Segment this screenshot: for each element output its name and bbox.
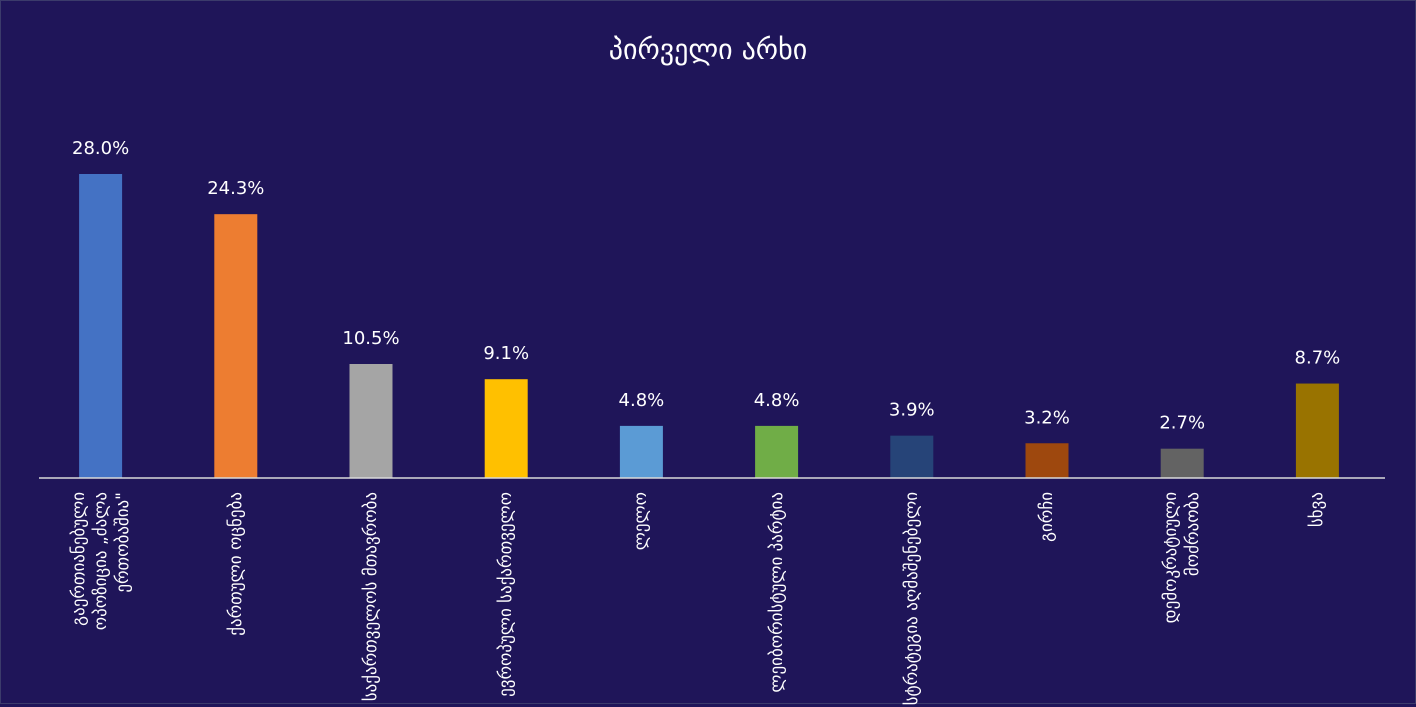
- bar: [890, 435, 934, 478]
- bar: [619, 425, 663, 478]
- bar: [214, 214, 258, 478]
- x-tick-label: ქართული ოცნება: [225, 492, 246, 636]
- data-label: 4.8%: [754, 390, 800, 411]
- bar: [349, 364, 393, 478]
- bar: [79, 174, 123, 478]
- chart-title: პირველი არხი: [609, 33, 807, 66]
- data-label: 3.2%: [1024, 407, 1070, 428]
- data-label: 3.9%: [889, 400, 935, 421]
- x-tick-label: სხვა: [1307, 492, 1328, 528]
- x-tick-label: გირჩი: [1037, 492, 1057, 542]
- data-label: 10.5%: [342, 328, 399, 349]
- data-label: 9.1%: [483, 343, 529, 364]
- bar: [755, 425, 799, 478]
- bar: [1295, 383, 1339, 478]
- bar: [1160, 448, 1204, 478]
- x-tick-label: სტრატეგია აღმაშენებელი: [901, 492, 922, 706]
- bar: [1025, 443, 1069, 478]
- data-label: 8.7%: [1295, 348, 1341, 369]
- x-tick-label: საქართველოს მთავრობა: [361, 492, 381, 702]
- data-label: 2.7%: [1159, 413, 1205, 434]
- x-tick-label: ლეიბორისტული პარტია: [766, 492, 787, 693]
- data-label: 4.8%: [619, 390, 665, 411]
- bar: [484, 379, 528, 478]
- data-label: 24.3%: [207, 178, 264, 199]
- data-label: 28.0%: [72, 138, 129, 159]
- x-tick-label: დემოკრატიული მოძრაობა: [1161, 492, 1204, 624]
- x-tick-label: ევროპული საქართველო: [496, 492, 517, 697]
- x-tick-label: ლელო: [631, 492, 652, 551]
- x-tick-label: გაერთიანებული ოპოზიცია „ძალა ერთობაშია": [68, 492, 133, 631]
